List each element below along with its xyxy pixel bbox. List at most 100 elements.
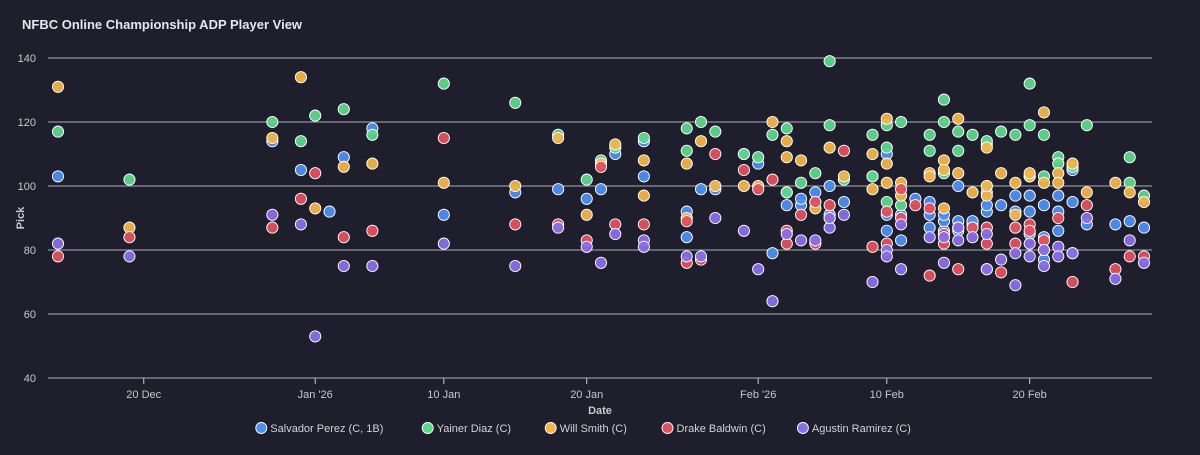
data-point[interactable]: [737, 147, 750, 161]
data-point[interactable]: [337, 259, 350, 273]
data-point[interactable]: [580, 208, 593, 221]
data-point[interactable]: [1123, 234, 1136, 247]
data-point[interactable]: [1009, 221, 1022, 234]
data-point[interactable]: [766, 115, 779, 129]
data-point[interactable]: [866, 147, 879, 161]
data-point[interactable]: [637, 154, 650, 167]
data-point[interactable]: [694, 183, 708, 196]
data-point[interactable]: [1009, 189, 1022, 202]
data-point[interactable]: [980, 227, 993, 241]
data-point[interactable]: [580, 173, 593, 186]
data-point[interactable]: [937, 231, 950, 244]
data-point[interactable]: [266, 221, 279, 234]
data-point[interactable]: [1023, 224, 1036, 237]
data-point[interactable]: [294, 192, 307, 205]
data-point[interactable]: [823, 55, 836, 68]
data-point[interactable]: [366, 259, 379, 273]
data-point[interactable]: [709, 125, 722, 138]
data-point[interactable]: [780, 135, 793, 148]
data-point[interactable]: [923, 170, 936, 183]
data-point[interactable]: [809, 195, 822, 209]
data-point[interactable]: [837, 170, 850, 183]
data-point[interactable]: [766, 128, 779, 141]
data-point[interactable]: [51, 80, 65, 93]
data-point[interactable]: [51, 125, 65, 138]
data-point[interactable]: [1052, 250, 1065, 263]
data-point[interactable]: [937, 115, 950, 129]
data-point[interactable]: [895, 115, 908, 129]
data-point[interactable]: [809, 167, 822, 180]
data-point[interactable]: [609, 227, 622, 241]
data-point[interactable]: [123, 231, 136, 244]
data-point[interactable]: [823, 179, 836, 193]
data-point[interactable]: [866, 240, 879, 253]
data-point[interactable]: [795, 154, 808, 167]
data-point[interactable]: [937, 202, 950, 215]
data-point[interactable]: [1023, 237, 1036, 250]
data-point[interactable]: [880, 141, 893, 154]
data-point[interactable]: [680, 250, 693, 263]
data-point[interactable]: [895, 218, 908, 231]
data-point[interactable]: [1052, 189, 1065, 202]
data-point[interactable]: [1080, 199, 1093, 212]
data-point[interactable]: [823, 119, 836, 132]
data-point[interactable]: [823, 199, 836, 212]
data-point[interactable]: [1009, 128, 1022, 141]
data-point[interactable]: [752, 263, 765, 276]
data-point[interactable]: [1023, 167, 1036, 180]
data-point[interactable]: [694, 135, 708, 148]
data-point[interactable]: [837, 195, 850, 209]
data-point[interactable]: [880, 224, 893, 237]
data-point[interactable]: [680, 215, 693, 228]
data-point[interactable]: [866, 128, 879, 141]
data-point[interactable]: [309, 167, 322, 180]
data-point[interactable]: [980, 179, 993, 193]
data-point[interactable]: [637, 170, 650, 183]
data-point[interactable]: [866, 183, 879, 196]
data-point[interactable]: [1052, 176, 1065, 189]
data-point[interactable]: [1037, 176, 1051, 189]
data-point[interactable]: [709, 147, 722, 161]
data-point[interactable]: [780, 186, 793, 199]
data-point[interactable]: [795, 192, 808, 205]
legend-item[interactable]: Agustin Ramirez (C): [796, 422, 911, 436]
data-point[interactable]: [51, 237, 65, 250]
data-point[interactable]: [294, 135, 307, 148]
data-point[interactable]: [995, 253, 1008, 266]
data-point[interactable]: [1009, 208, 1022, 221]
data-point[interactable]: [594, 160, 608, 173]
data-point[interactable]: [1123, 215, 1136, 228]
data-point[interactable]: [780, 122, 793, 135]
data-point[interactable]: [366, 224, 379, 237]
data-point[interactable]: [952, 234, 965, 247]
data-point[interactable]: [609, 138, 622, 151]
data-point[interactable]: [837, 144, 850, 157]
data-point[interactable]: [895, 234, 908, 247]
data-point[interactable]: [995, 266, 1008, 279]
data-point[interactable]: [123, 173, 136, 186]
data-point[interactable]: [1009, 279, 1022, 292]
data-point[interactable]: [552, 221, 565, 234]
data-point[interactable]: [1037, 128, 1051, 141]
data-point[interactable]: [509, 218, 522, 231]
data-point[interactable]: [923, 144, 936, 157]
data-point[interactable]: [1080, 186, 1093, 199]
data-point[interactable]: [1080, 211, 1093, 225]
data-point[interactable]: [1123, 250, 1136, 263]
data-point[interactable]: [437, 237, 450, 250]
data-point[interactable]: [1037, 243, 1051, 257]
data-point[interactable]: [309, 109, 322, 122]
data-point[interactable]: [952, 179, 965, 193]
data-point[interactable]: [51, 250, 65, 263]
data-point[interactable]: [509, 96, 522, 109]
data-point[interactable]: [895, 263, 908, 276]
data-point[interactable]: [680, 122, 693, 135]
data-point[interactable]: [980, 141, 993, 154]
data-point[interactable]: [766, 173, 779, 186]
data-point[interactable]: [123, 250, 136, 263]
data-point[interactable]: [795, 208, 808, 221]
data-point[interactable]: [637, 189, 650, 202]
data-point[interactable]: [937, 163, 950, 177]
data-point[interactable]: [866, 275, 879, 289]
data-point[interactable]: [766, 295, 779, 308]
